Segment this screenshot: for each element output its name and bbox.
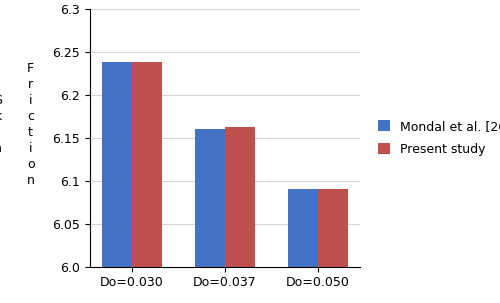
Bar [288, 189, 318, 267]
Bar [318, 189, 348, 267]
Bar [132, 62, 162, 267]
Text: F
r
i
c
t
i
o
n: F r i c t i o n [26, 62, 34, 188]
Bar [102, 62, 132, 267]
Bar [195, 129, 225, 267]
Text: S
k
i
n: S k i n [0, 95, 2, 155]
Bar [225, 127, 255, 267]
Legend: Mondal et al. [26], Present study: Mondal et al. [26], Present study [372, 114, 500, 162]
